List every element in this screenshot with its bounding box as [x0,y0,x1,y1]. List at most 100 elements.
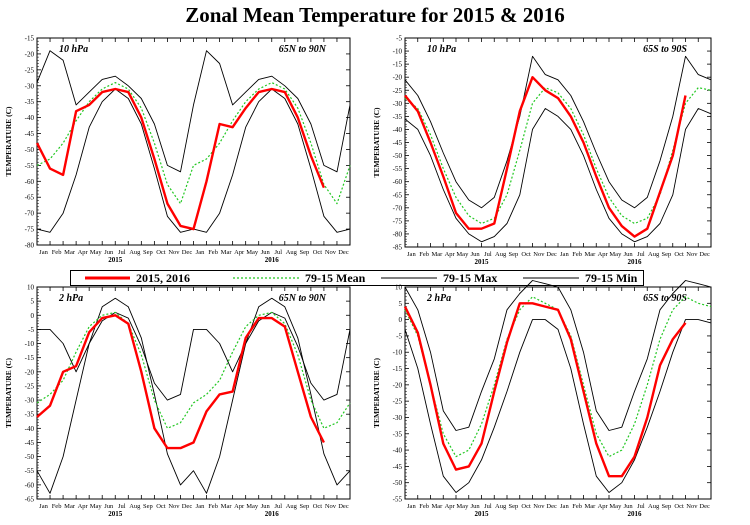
x-tick-label: Jan [39,249,48,256]
x-tick-label: May [90,503,103,510]
x-tick-label: Dec [338,249,349,256]
x-tick-label: Jan [407,503,416,510]
x-tick-label: Sep [662,503,672,510]
x-tick-label: Jun [624,251,634,258]
x-tick-label: Feb [572,251,582,258]
x-tick-label: Jan [560,503,569,510]
x-tick-label: Jan [560,251,569,258]
year-label: 2016 [628,258,643,266]
legend-label: 2015, 2016 [136,270,190,285]
series-line-2015-2016 [403,302,687,478]
y-tick-label: -20 [393,74,403,82]
y-tick-label: -30 [25,397,35,405]
x-tick-label: Dec [699,503,710,510]
y-tick-label: -65 [25,194,35,202]
x-tick-label: Aug [129,503,141,510]
y-tick-label: -15 [25,354,35,362]
x-tick-label: Jul [484,251,492,258]
y-tick-label: -85 [393,244,403,252]
y-tick-label: -40 [393,126,403,134]
y-tick-label: -70 [393,204,403,212]
x-tick-label: Feb [572,503,582,510]
y-tick-label: -75 [25,226,35,234]
panel-2hpa-north: -65-60-55-50-45-40-35-30-25-20-15-10-505… [4,284,351,518]
legend-item-max: 79-15 Max [381,271,497,285]
region-label: 65S to 90S [643,293,687,304]
legend-swatch-red [85,276,130,280]
series-line-79-15-max [36,50,351,173]
x-tick-label: Sep [143,503,153,510]
y-tick-label: -45 [25,439,35,447]
series-line-79-15-min [36,88,351,233]
x-tick-label: Apr [78,249,89,256]
x-tick-label: Aug [648,251,660,258]
legend-swatch-green [233,277,299,279]
x-tick-label: Mar [64,249,76,256]
x-tick-label: Mar [64,503,76,510]
x-tick-label: Nov [686,251,698,258]
region-label: 65S to 90S [643,44,687,55]
series-line-79-15-mean [404,296,712,458]
y-tick-label: -20 [25,50,35,58]
y-tick-label: -5 [28,326,34,334]
series-line-79-15-max [37,311,351,401]
y-tick-label: -60 [25,481,35,489]
x-tick-label: Feb [52,249,62,256]
y-tick-label: -35 [25,98,35,106]
x-tick-label: Feb [52,503,62,510]
y-tick-label: -30 [25,82,35,90]
x-tick-label: Dec [546,503,557,510]
x-tick-label: Mar [431,503,443,510]
x-tick-label: Apr [445,251,456,258]
x-tick-label: Jan [407,251,416,258]
x-tick-label: Jan [39,503,48,510]
y-tick-label: -55 [393,165,403,173]
x-tick-label: Jun [471,503,481,510]
pressure-label: 2 hPa [58,293,83,304]
y-tick-label: -30 [393,414,403,422]
y-tick-label: -40 [393,447,403,455]
y-tick-label: -40 [25,114,35,122]
x-tick-label: Jul [637,251,645,258]
series-line-79-15-mean [404,87,712,225]
x-tick-label: Jan [196,503,205,510]
y-tick-label: -50 [393,152,403,160]
x-tick-label: May [456,251,469,258]
y-tick-label: -55 [25,162,35,170]
y-tick-label: -65 [25,496,35,504]
x-tick-label: Apr [78,503,89,510]
x-tick-label: Nov [325,503,337,510]
x-tick-label: Sep [509,251,519,258]
pressure-label: 10 hPa [427,44,456,55]
x-tick-label: May [246,503,259,510]
y-tick-label: -20 [25,368,35,376]
panel-10hpa-north: -80 -75 -70 -65 -60 -55 -50 -45 -40 -35 -30 -25 -20 -… [4,35,351,264]
pressure-label: 10 hPa [59,44,88,55]
x-tick-label: Oct [156,503,166,510]
y-tick-label: 10 [395,284,403,292]
series-line-2015-2016 [36,314,325,450]
x-tick-label: Aug [495,251,507,258]
x-tick-label: Apr [598,503,609,510]
legend-label: 79-15 Min [585,270,638,285]
series-line-79-15-mean [36,82,351,205]
x-tick-label: Apr [234,503,245,510]
y-tick-label: -45 [393,139,403,147]
x-tick-label: Oct [521,251,531,258]
y-tick-label: -55 [393,496,403,504]
x-tick-label: Sep [299,503,309,510]
x-tick-label: Mar [221,249,233,256]
series-line-79-15-mean [36,311,351,429]
plot-frame [404,286,712,500]
y-tick-label: -45 [393,463,403,471]
x-tick-label: Apr [598,251,609,258]
x-tick-label: Jun [261,249,271,256]
y-tick-label: -25 [25,382,35,390]
legend-label: 79-15 Max [443,270,498,285]
x-tick-label: Nov [168,249,180,256]
year-label: 2015 [475,510,490,518]
year-label: 2016 [265,510,280,518]
x-tick-label: Aug [286,503,298,510]
x-tick-label: Jun [624,503,634,510]
y-tick-label: -35 [25,411,35,419]
